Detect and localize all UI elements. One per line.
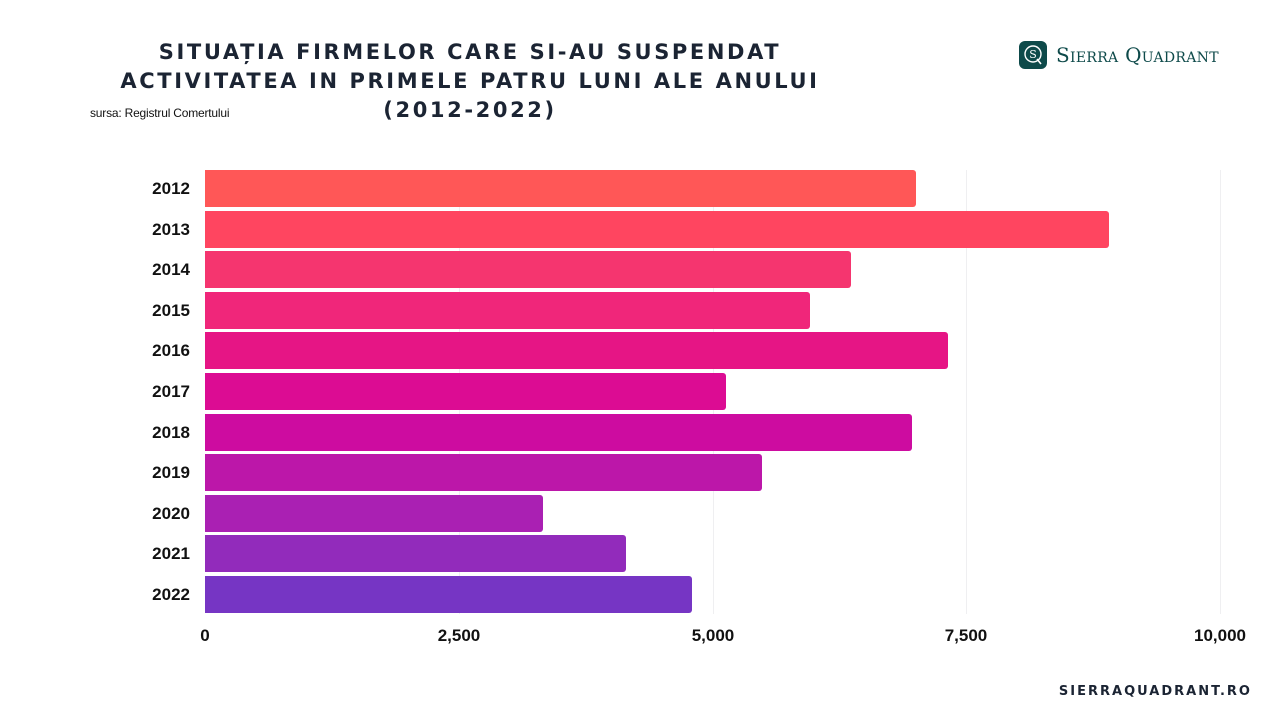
chart-title: SITUAȚIA FIRMELOR CARE SI-AU SUSPENDAT A… <box>80 38 860 125</box>
website-footer: SIERRAQUADRANT.RO <box>1058 684 1252 699</box>
y-category-label: 2018 <box>152 423 190 442</box>
bar-2022 <box>205 576 692 613</box>
x-tick-label: 7,500 <box>944 626 988 645</box>
gridline <box>966 170 967 614</box>
y-category-label: 2019 <box>152 463 190 482</box>
svg-text:S: S <box>1029 48 1037 61</box>
y-category-label: 2022 <box>152 585 190 604</box>
bar-2018 <box>205 414 912 451</box>
bar-2015 <box>205 292 810 329</box>
x-tick-label: 2,500 <box>437 626 481 645</box>
x-tick-label: 10,000 <box>1194 626 1246 645</box>
title-line-3: (2012-2022) <box>383 98 557 122</box>
bar-2017 <box>205 373 726 410</box>
y-category-label: 2013 <box>152 220 190 239</box>
y-category-label: 2017 <box>152 382 190 401</box>
y-category-label: 2015 <box>152 301 190 320</box>
y-category-label: 2020 <box>152 504 190 523</box>
y-category-label: 2012 <box>152 179 190 198</box>
x-tick-label: 5,000 <box>691 626 735 645</box>
source-note: sursa: Registrul Comertului <box>90 106 230 120</box>
title-line-1: SITUAȚIA FIRMELOR CARE SI-AU SUSPENDAT <box>158 40 782 64</box>
bar-2014 <box>205 251 851 288</box>
bar-2020 <box>205 495 543 532</box>
title-line-2: ACTIVITATEA IN PRIMELE PATRU LUNI ALE AN… <box>120 69 820 93</box>
y-category-label: 2016 <box>152 341 190 360</box>
gridline <box>1220 170 1221 614</box>
bar-2016 <box>205 332 948 369</box>
bar-2012 <box>205 170 916 207</box>
bar-2019 <box>205 454 762 491</box>
bar-2013 <box>205 211 1109 248</box>
x-tick-label: 0 <box>200 626 210 645</box>
q-monogram-icon: S <box>1019 41 1047 69</box>
bar-2021 <box>205 535 626 572</box>
y-category-label: 2014 <box>152 260 190 279</box>
y-category-label: 2021 <box>152 544 190 563</box>
logo: S Sierra Quadrant <box>1019 41 1219 69</box>
logo-text: Sierra Quadrant <box>1056 43 1219 67</box>
